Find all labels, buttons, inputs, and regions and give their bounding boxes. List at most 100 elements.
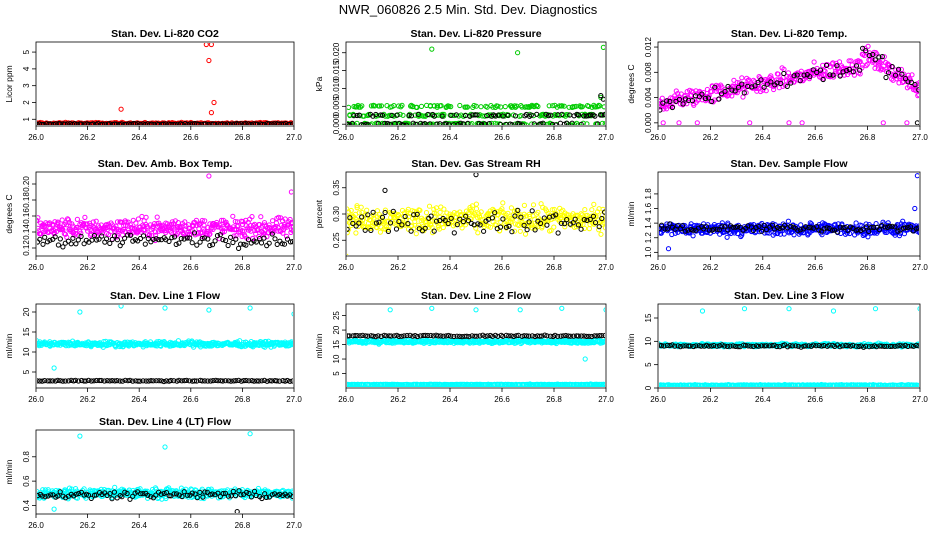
data-point	[261, 121, 267, 125]
data-point	[522, 231, 529, 237]
data-point	[659, 95, 665, 101]
y-tick-label: 1.6	[644, 202, 653, 214]
data-point	[357, 104, 363, 110]
data-point	[739, 81, 745, 87]
data-point	[558, 333, 564, 339]
data-point	[75, 237, 81, 243]
data-point	[384, 120, 391, 125]
data-point	[837, 224, 843, 230]
plot-frame	[657, 171, 921, 257]
data-point	[600, 44, 605, 50]
y-tick-label: 10	[644, 336, 653, 345]
data-point	[347, 333, 351, 339]
y-axis-label: degrees C	[626, 64, 636, 103]
data-point	[512, 213, 518, 219]
data-point	[580, 120, 586, 125]
data-point	[853, 220, 859, 226]
y-tick-label: 0.14	[22, 224, 31, 240]
data-point	[276, 214, 282, 220]
data-point	[286, 222, 292, 228]
data-point	[122, 377, 128, 383]
data-point	[761, 84, 767, 90]
data-point	[258, 214, 264, 220]
data-point	[518, 214, 524, 220]
x-tick-label: 26.2	[703, 395, 719, 404]
data-point	[240, 218, 246, 225]
data-point	[233, 378, 239, 384]
data-point	[72, 121, 78, 125]
data-point	[228, 378, 234, 384]
data-point	[93, 377, 100, 384]
data-point	[408, 228, 414, 234]
chart-title: Stan. Dev. Sample Flow	[730, 158, 848, 170]
data-point	[711, 226, 717, 232]
data-point	[551, 224, 557, 230]
data-point	[284, 233, 290, 239]
data-point	[830, 72, 836, 78]
data-point	[460, 219, 466, 225]
data-point	[674, 223, 681, 229]
data-point	[347, 230, 350, 236]
data-point	[517, 228, 523, 234]
data-point	[280, 121, 287, 125]
data-point	[758, 77, 764, 83]
data-point	[912, 205, 918, 212]
data-point	[506, 223, 512, 229]
data-point	[47, 378, 53, 384]
data-point	[143, 378, 149, 384]
data-point	[866, 52, 873, 59]
data-point	[528, 103, 534, 109]
x-tick-label: 26.4	[131, 263, 147, 272]
data-point	[481, 228, 487, 234]
data-point	[811, 59, 817, 65]
data-point	[492, 120, 498, 125]
data-point	[791, 73, 797, 79]
data-point	[602, 111, 605, 117]
data-point	[422, 121, 428, 125]
data-point	[916, 84, 919, 91]
data-point	[429, 46, 435, 52]
data-point	[799, 120, 805, 125]
data-point	[365, 122, 371, 125]
data-point	[202, 378, 208, 384]
data-point	[40, 241, 46, 247]
data-point	[889, 64, 895, 70]
data-point	[473, 201, 479, 207]
data-point	[205, 121, 211, 125]
data-point	[659, 107, 663, 113]
data-point	[385, 228, 391, 234]
data-point	[370, 333, 376, 339]
data-point	[699, 308, 706, 314]
y-tick-label: 1	[22, 117, 31, 122]
data-point	[594, 333, 600, 339]
data-point	[62, 231, 69, 237]
data-point	[451, 230, 457, 236]
data-point	[600, 96, 605, 102]
data-point	[387, 121, 393, 125]
data-point	[664, 106, 670, 112]
data-point	[429, 224, 435, 230]
data-point	[425, 111, 431, 118]
x-tick-label: 27.0	[912, 263, 928, 272]
y-tick-label: 5	[332, 371, 341, 376]
y-tick-label: 0.30	[332, 206, 341, 222]
data-point	[289, 219, 293, 226]
data-point	[135, 378, 141, 384]
data-point	[359, 214, 365, 220]
data-point	[437, 121, 443, 125]
data-point	[382, 187, 388, 193]
data-point	[781, 231, 787, 237]
points-group	[37, 173, 293, 251]
data-point	[492, 210, 498, 216]
data-point	[287, 121, 293, 125]
data-point	[249, 214, 255, 220]
data-point	[844, 68, 850, 74]
data-point	[908, 79, 915, 86]
y-tick-label: 0.010	[332, 78, 341, 99]
data-point	[220, 237, 226, 243]
data-point	[279, 241, 285, 247]
data-point	[575, 333, 582, 339]
data-point	[837, 73, 843, 79]
data-point	[135, 121, 141, 125]
y-tick-label: 15	[22, 327, 31, 336]
